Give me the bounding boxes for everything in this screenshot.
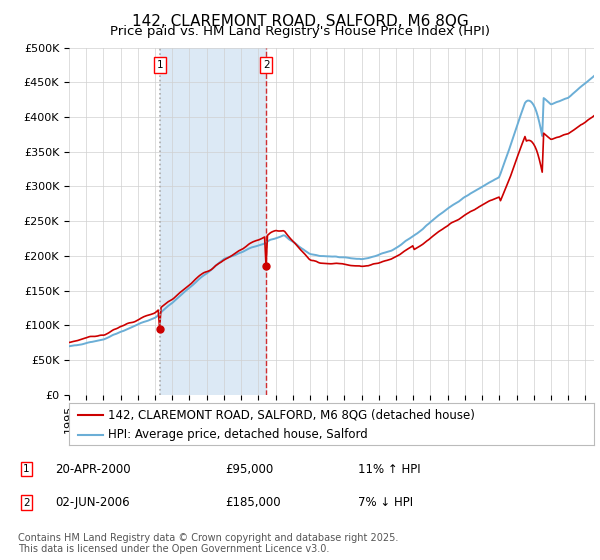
Text: £95,000: £95,000: [225, 463, 274, 475]
Text: HPI: Average price, detached house, Salford: HPI: Average price, detached house, Salf…: [109, 428, 368, 441]
Text: 1: 1: [157, 60, 164, 70]
Text: 02-JUN-2006: 02-JUN-2006: [55, 496, 130, 509]
Bar: [160, 48, 266, 395]
Text: £185,000: £185,000: [225, 496, 281, 509]
Text: 2: 2: [263, 60, 269, 70]
Text: Price paid vs. HM Land Registry's House Price Index (HPI): Price paid vs. HM Land Registry's House …: [110, 25, 490, 38]
Text: 1: 1: [23, 464, 30, 474]
Text: 20-APR-2000: 20-APR-2000: [55, 463, 131, 475]
Text: 2: 2: [23, 497, 30, 507]
Text: 142, CLAREMONT ROAD, SALFORD, M6 8QG (detached house): 142, CLAREMONT ROAD, SALFORD, M6 8QG (de…: [109, 408, 475, 422]
Text: 7% ↓ HPI: 7% ↓ HPI: [358, 496, 413, 509]
Text: 142, CLAREMONT ROAD, SALFORD, M6 8QG: 142, CLAREMONT ROAD, SALFORD, M6 8QG: [131, 14, 469, 29]
Text: Contains HM Land Registry data © Crown copyright and database right 2025.
This d: Contains HM Land Registry data © Crown c…: [18, 533, 398, 554]
Text: 11% ↑ HPI: 11% ↑ HPI: [358, 463, 420, 475]
